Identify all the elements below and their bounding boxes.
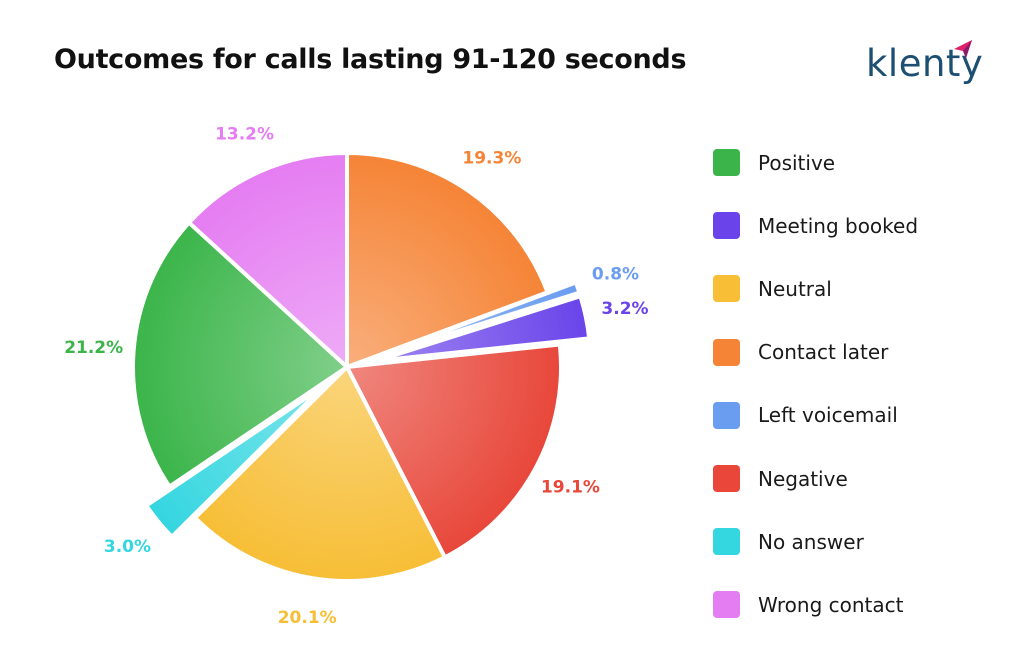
legend-item-contact-later: Contact later — [713, 321, 918, 384]
pie-slice-neutral — [193, 365, 447, 583]
pie-slice-wrong-contact — [187, 151, 349, 369]
legend-item-meeting-booked: Meeting booked — [713, 194, 918, 257]
legend-item-negative: Negative — [713, 447, 918, 510]
legend-item-positive: Positive — [713, 131, 918, 194]
legend-swatch — [713, 465, 740, 493]
slice-label-wrong-contact: 13.2% — [215, 125, 274, 145]
legend-label: Left voicemail — [758, 403, 898, 428]
pie-slice-left-voicemail — [373, 280, 582, 360]
legend-swatch — [713, 528, 740, 556]
legend-swatch — [713, 212, 740, 240]
legend-swatch — [713, 338, 740, 366]
slice-label-contact-later: 19.3% — [462, 148, 521, 168]
legend-label: Neutral — [758, 276, 832, 301]
slice-label-positive: 21.2% — [64, 338, 123, 358]
legend-item-neutral: Neutral — [713, 257, 918, 320]
chart-title: Outcomes for calls lasting 91-120 second… — [54, 44, 687, 75]
paper-plane-icon — [954, 40, 972, 58]
legend-item-wrong-contact: Wrong contact — [713, 573, 918, 636]
legend-label: Positive — [758, 150, 836, 175]
pie-slice-meeting-booked — [374, 294, 592, 363]
legend-swatch — [713, 401, 740, 429]
pie-slice-no-answer — [144, 384, 326, 539]
legend-label: Contact later — [758, 340, 889, 365]
slice-label-left-voicemail: 0.8% — [592, 264, 639, 284]
legend-label: Wrong contact — [758, 592, 904, 617]
legend-swatch — [713, 149, 740, 177]
legend: Positive Meeting booked Neutral Contact … — [713, 131, 918, 637]
legend-label: No answer — [758, 529, 864, 554]
slice-label-no-answer: 3.0% — [104, 537, 151, 557]
slice-label-meeting-booked: 3.2% — [601, 299, 648, 319]
pie-slice-contact-later — [345, 151, 550, 369]
brand-logo: klenty — [860, 38, 983, 94]
legend-label: Negative — [758, 466, 848, 491]
legend-item-left-voicemail: Left voicemail — [713, 384, 918, 447]
slice-label-negative: 19.1% — [541, 478, 600, 498]
slice-label-neutral: 20.1% — [278, 608, 337, 628]
pie-slice-negative — [345, 342, 563, 560]
legend-label: Meeting booked — [758, 213, 919, 238]
legend-swatch — [713, 275, 740, 303]
legend-item-no-answer: No answer — [713, 510, 918, 573]
legend-swatch — [713, 591, 740, 619]
pie-slice-positive — [131, 220, 349, 489]
